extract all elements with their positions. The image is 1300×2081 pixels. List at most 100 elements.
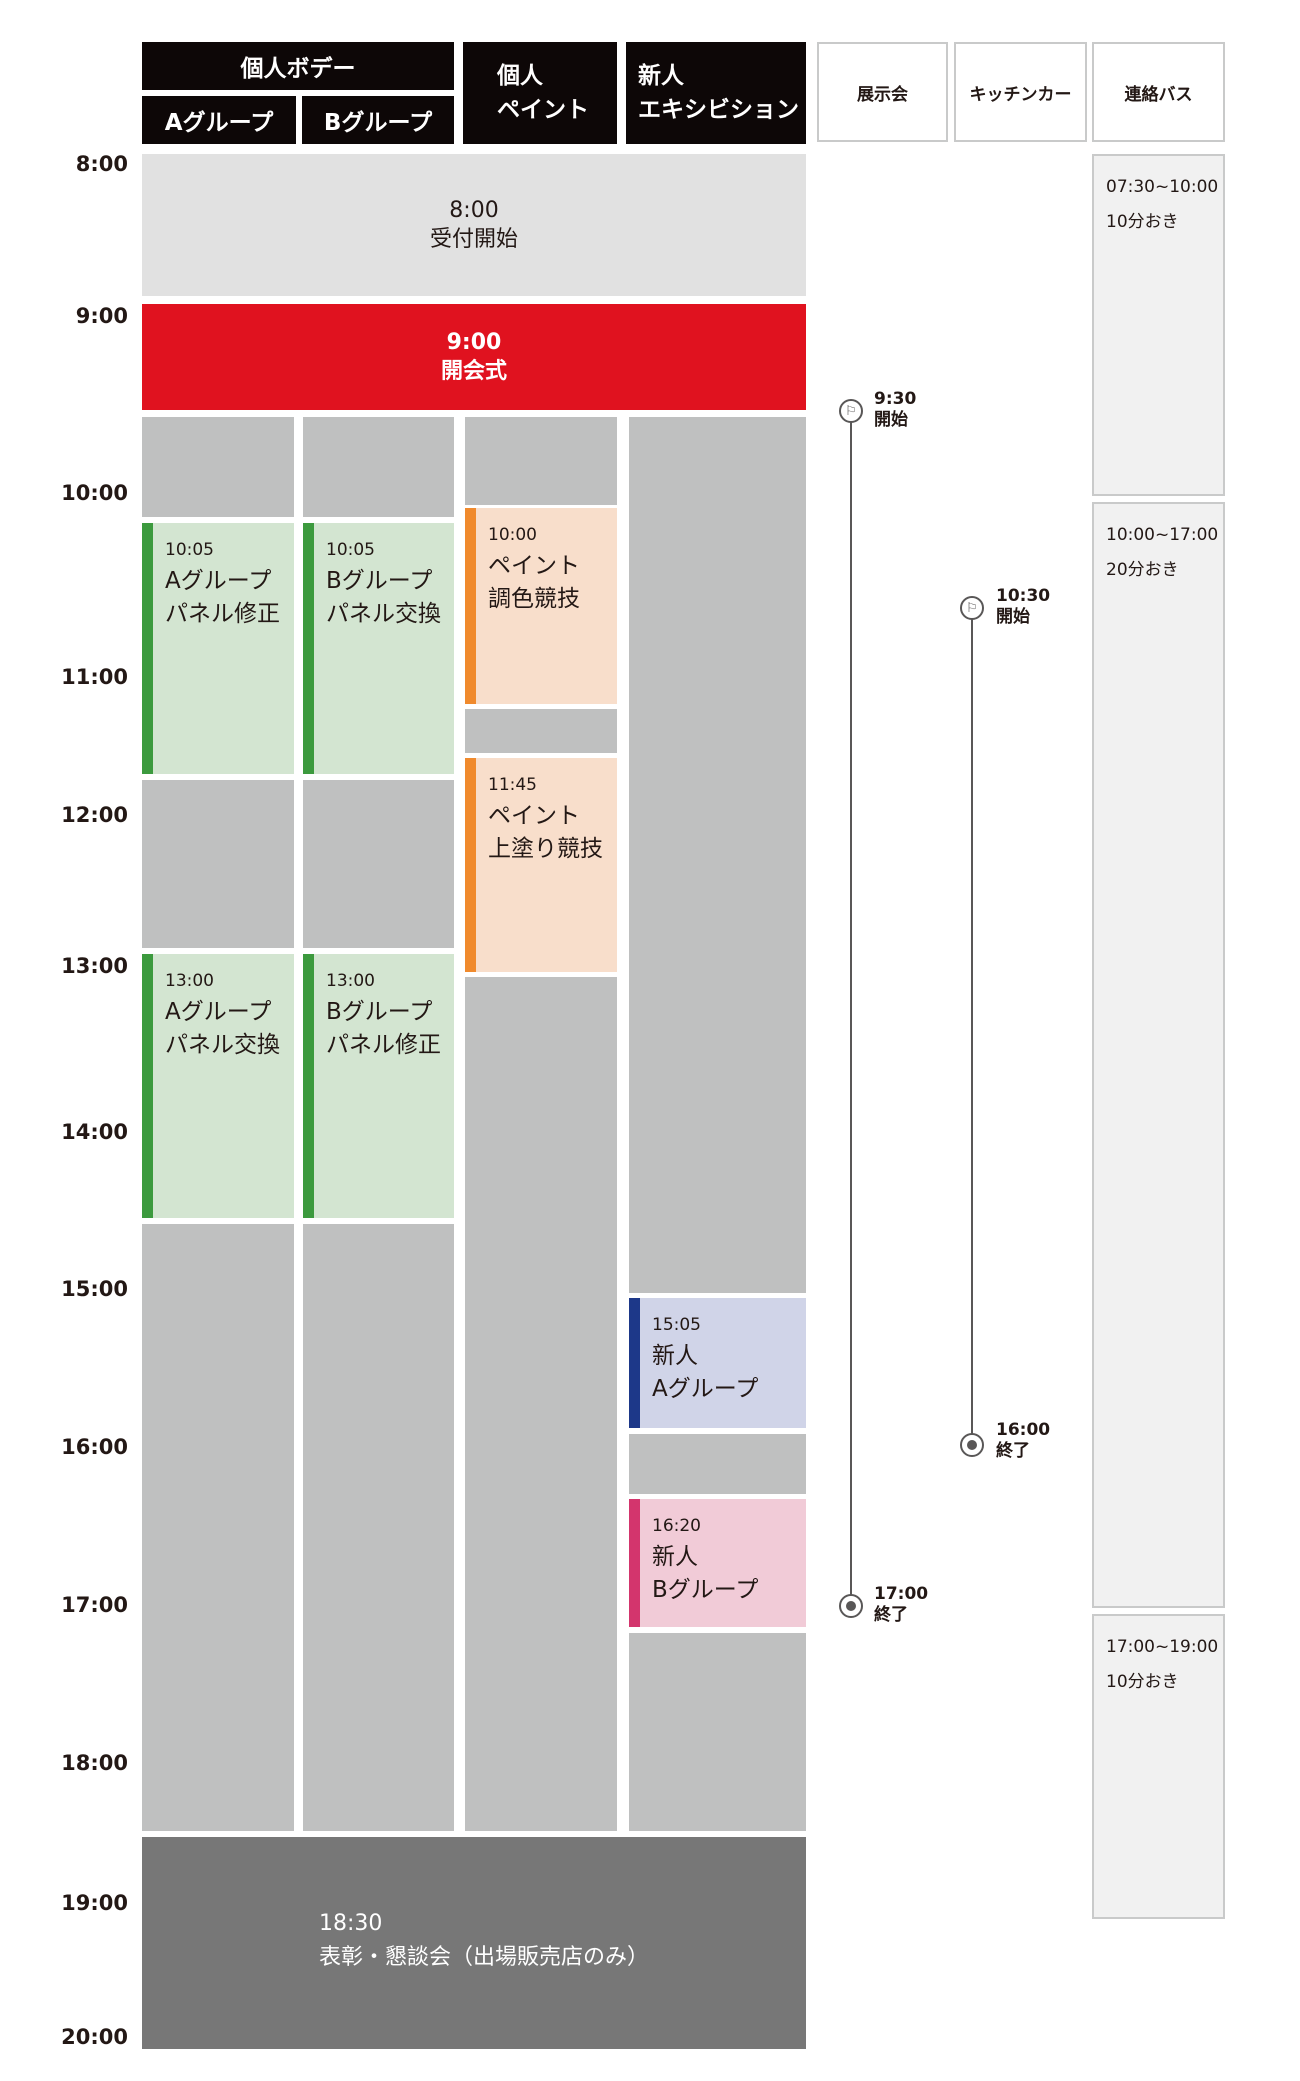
flag-icon: ⚐	[845, 403, 857, 419]
reception-block: 8:00 受付開始	[142, 154, 806, 296]
event-title: Bグループ パネル交換	[326, 568, 441, 627]
header-exhibition: 展示会	[817, 42, 948, 142]
idle-slot	[465, 709, 617, 753]
bus-interval: 20分おき	[1106, 560, 1179, 580]
exhibition-start-label: 開始	[874, 410, 908, 430]
time-label: 8:00	[75, 152, 128, 176]
idle-slot	[303, 417, 454, 517]
flag-icon: ⚐	[966, 600, 978, 616]
time-label: 9:00	[75, 304, 128, 328]
exhibition-end-marker	[839, 1594, 863, 1618]
kitchen-start-marker: ⚐	[960, 596, 984, 620]
event-title: 新人 Bグループ	[652, 1544, 759, 1603]
time-label: 19:00	[61, 1891, 128, 1915]
bus-slot-1: 07:30~10:00 10分おき	[1092, 154, 1225, 496]
idle-slot	[629, 417, 806, 1293]
reception-time: 8:00	[449, 198, 499, 223]
time-label: 10:00	[61, 481, 128, 505]
event-title: Aグループ パネル修正	[165, 568, 280, 627]
event-time: 11:45	[488, 775, 537, 795]
event-b-panel-fix: 13:00 Bグループ パネル修正	[303, 954, 454, 1218]
event-time: 10:05	[165, 540, 214, 560]
header-b-group: Bグループ	[302, 96, 454, 144]
idle-slot	[465, 417, 617, 505]
exhibition-start-text: 9:30 開始	[874, 389, 916, 431]
time-label: 17:00	[61, 1593, 128, 1617]
event-time: 13:00	[326, 971, 375, 991]
event-a-panel-fix: 10:05 Aグループ パネル修正	[142, 523, 294, 774]
idle-slot	[629, 1434, 806, 1494]
header-kitchen-car: キッチンカー	[954, 42, 1087, 142]
time-label: 15:00	[61, 1277, 128, 1301]
opening-title: 開会式	[440, 359, 507, 384]
idle-slot	[303, 1224, 454, 1831]
time-label: 13:00	[61, 954, 128, 978]
event-b-panel-swap: 10:05 Bグループ パネル交換	[303, 523, 454, 774]
bus-slot-3: 17:00~19:00 10分おき	[1092, 1614, 1225, 1919]
event-rookie-b: 16:20 新人 Bグループ	[629, 1499, 806, 1627]
idle-slot	[303, 780, 454, 948]
event-a-panel-swap: 13:00 Aグループ パネル交換	[142, 954, 294, 1218]
end-dot-icon	[846, 1601, 856, 1611]
header-individual-body-label: 個人ボデー	[240, 56, 356, 82]
idle-slot	[142, 1224, 294, 1831]
exhibition-end-text: 17:00 終了	[874, 1584, 928, 1626]
kitchen-end-label: 終了	[996, 1441, 1030, 1461]
header-shuttle-bus: 連絡バス	[1092, 42, 1225, 142]
end-dot-icon	[967, 1440, 977, 1450]
opening-ceremony-block: 9:00 開会式	[142, 304, 806, 410]
event-title: 新人 Aグループ	[652, 1343, 759, 1402]
header-kitchen-car-label: キッチンカー	[969, 84, 1072, 105]
idle-slot	[465, 977, 617, 1831]
bus-interval: 10分おき	[1106, 212, 1179, 232]
event-time: 10:05	[326, 540, 375, 560]
bus-slot-2: 10:00~17:00 20分おき	[1092, 502, 1225, 1608]
header-a-group-label: Aグループ	[164, 110, 274, 136]
time-label: 20:00	[61, 2025, 128, 2049]
idle-slot	[629, 1633, 806, 1831]
awards-block: 18:30 表彰・懇談会（出場販売店のみ）	[142, 1837, 806, 2049]
event-time: 13:00	[165, 971, 214, 991]
kitchen-end-time: 16:00	[996, 1420, 1051, 1440]
bus-interval: 10分おき	[1106, 1672, 1179, 1692]
header-exhibition-label: 展示会	[857, 84, 908, 105]
time-label: 11:00	[61, 665, 128, 689]
header-shuttle-bus-label: 連絡バス	[1124, 84, 1193, 105]
event-title: ペイント 調色競技	[488, 553, 580, 612]
time-label: 16:00	[61, 1435, 128, 1459]
exhibition-end-time: 17:00	[874, 1584, 929, 1604]
header-individual-paint: 個人 ペイント	[463, 42, 617, 144]
time-label: 18:00	[61, 1751, 128, 1775]
reception-title: 受付開始	[429, 227, 518, 252]
event-time: 15:05	[652, 1315, 701, 1335]
header-a-group: Aグループ	[142, 96, 296, 144]
event-title: Bグループ パネル修正	[326, 999, 441, 1058]
bus-range: 07:30~10:00	[1106, 177, 1219, 197]
event-time: 10:00	[488, 525, 537, 545]
kitchen-end-marker	[960, 1433, 984, 1457]
kitchen-start-label: 開始	[996, 607, 1030, 627]
exhibition-timeline-line	[850, 422, 852, 1596]
kitchen-start-text: 10:30 開始	[996, 586, 1050, 628]
exhibition-start-marker: ⚐	[839, 399, 863, 423]
idle-slot	[142, 780, 294, 948]
time-label: 14:00	[61, 1120, 128, 1144]
bus-range: 10:00~17:00	[1106, 525, 1219, 545]
exhibition-end-label: 終了	[874, 1605, 908, 1625]
event-title: Aグループ パネル交換	[165, 999, 280, 1058]
awards-title: 表彰・懇談会（出場販売店のみ）	[319, 1945, 650, 1970]
event-paint-top: 11:45 ペイント 上塗り競技	[465, 758, 617, 972]
event-paint-color: 10:00 ペイント 調色競技	[465, 508, 617, 704]
event-time: 16:20	[652, 1516, 701, 1536]
time-label: 12:00	[61, 803, 128, 827]
kitchen-timeline-line	[971, 619, 973, 1441]
header-b-group-label: Bグループ	[323, 110, 433, 136]
opening-time: 9:00	[446, 330, 502, 355]
awards-time: 18:30	[319, 1911, 383, 1936]
exhibition-start-time: 9:30	[874, 389, 917, 409]
kitchen-end-text: 16:00 終了	[996, 1420, 1050, 1462]
bus-range: 17:00~19:00	[1106, 1637, 1219, 1657]
header-rookie-exhibition: 新人 エキシビション	[626, 42, 806, 144]
kitchen-start-time: 10:30	[996, 586, 1051, 606]
header-individual-body: 個人ボデー	[142, 42, 454, 90]
